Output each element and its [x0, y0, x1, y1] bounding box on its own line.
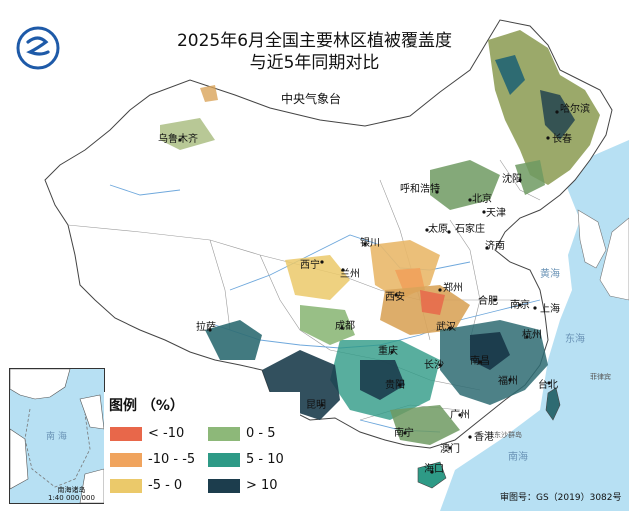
inset-caption-line-2: 1:40 000 000 — [48, 494, 95, 502]
inset-caption-line-1: 南海诸岛 — [57, 486, 86, 494]
inset-caption: 南海诸岛 1:40 000 000 — [48, 486, 95, 502]
legend-swatch — [208, 479, 240, 493]
city-label-shijiazhuang: 石家庄 — [455, 224, 485, 235]
city-label-xian: 西安 — [385, 292, 405, 303]
city-label-wuhan: 武汉 — [436, 322, 456, 333]
sea-label-nanhai: 南海 — [508, 452, 528, 463]
city-label-kunming: 昆明 — [306, 400, 326, 411]
city-label-fuzhou: 福州 — [498, 376, 518, 387]
city-label-shanghai: 上海 — [540, 304, 560, 315]
city-label-zhengzhou: 郑州 — [443, 283, 463, 294]
city-label-taiyuan: 太原 — [428, 224, 448, 235]
city-label-urumqi: 乌鲁木齐 — [158, 134, 198, 145]
korea-land — [577, 209, 607, 269]
south-china-sea-inset: 南 海 — [9, 368, 105, 504]
city-label-shenyang: 沈阳 — [502, 174, 522, 185]
map-title-line-2: 与近5年同期对比 — [249, 53, 380, 73]
city-label-nanjing: 南京 — [510, 300, 530, 311]
city-label-beijing: 北京 — [472, 194, 492, 205]
vegetation-patches — [160, 30, 600, 445]
legend-swatch — [110, 427, 142, 441]
legend-label: < -10 — [148, 426, 185, 441]
city-dots — [178, 110, 559, 474]
city-label-lanzhou: 兰州 — [340, 269, 360, 280]
city-label-hohhot: 呼和浩特 — [400, 184, 440, 195]
legend-label: 5 - 10 — [246, 452, 284, 467]
city-label-chengdu: 成都 — [335, 321, 355, 332]
city-label-changsha: 长沙 — [424, 360, 444, 371]
city-label-yinchuan: 银川 — [360, 238, 380, 249]
taiwan-island — [545, 387, 561, 421]
hainan-island — [417, 461, 447, 489]
city-label-harbin: 哈尔滨 — [560, 104, 590, 115]
city-label-xining: 西宁 — [300, 260, 320, 271]
city-label-macau: 澳门 — [440, 444, 460, 455]
city-label-chongqing: 重庆 — [378, 346, 398, 357]
map-title-line-1: 2025年6月全国主要林区植被覆盖度 — [176, 31, 453, 51]
city-label-guiyang: 贵阳 — [385, 380, 405, 391]
country-label-philippines: 菲律宾 — [590, 373, 611, 381]
city-label-haikou: 海口 — [424, 464, 444, 475]
legend-swatch — [208, 453, 240, 467]
map-approval-number: 审图号：GS（2019）3082号 — [500, 493, 622, 503]
inset-sea-label: 南 海 — [46, 432, 67, 442]
city-label-tianjin: 天津 — [486, 208, 506, 219]
city-label-hongkong: 香港 — [474, 432, 494, 443]
city-label-jinan: 济南 — [485, 241, 505, 252]
city-label-nanchang: 南昌 — [470, 356, 490, 367]
city-label-changchun: 长春 — [552, 134, 572, 145]
city-label-hangzhou: 杭州 — [522, 330, 542, 341]
legend-label: -10 - -5 — [148, 452, 196, 467]
legend-label: 0 - 5 — [246, 426, 276, 441]
city-label-lhasa: 拉萨 — [196, 322, 216, 333]
sea-label-huanghai: 黄海 — [540, 269, 560, 280]
map-legend: 图例 （%） < -10 0 - 5 -10 - -5 5 - 10 -5 - … — [104, 392, 300, 504]
island-label-dongsha: 东沙群岛 — [494, 431, 522, 439]
sea-label-donghai: 东海 — [565, 334, 585, 345]
inset-map — [10, 369, 104, 503]
japan-land — [599, 217, 629, 301]
legend-title: 图例 （%） — [109, 398, 184, 414]
city-label-guangzhou: 广州 — [450, 410, 470, 421]
issuer-label: 中央气象台 — [281, 92, 342, 106]
city-label-nanning: 南宁 — [394, 428, 414, 439]
legend-label: > 10 — [246, 478, 278, 493]
legend-swatch — [110, 479, 142, 493]
legend-swatch — [208, 427, 240, 441]
legend-label: -5 - 0 — [148, 478, 183, 493]
city-label-taipei: 台北 — [538, 380, 558, 391]
city-label-hefei: 合肥 — [478, 296, 498, 307]
cma-logo — [16, 26, 60, 70]
legend-swatch — [110, 453, 142, 467]
